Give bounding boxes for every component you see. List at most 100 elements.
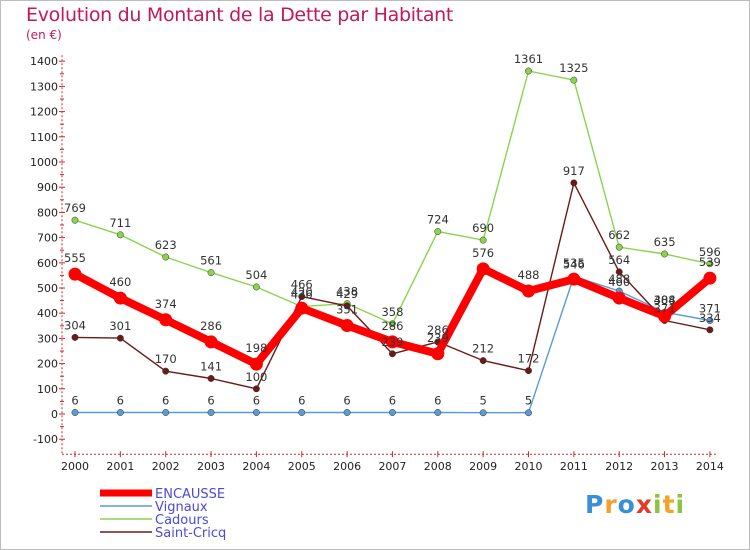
data-label: 172 [518, 352, 540, 366]
x-tick-label: 2011 [560, 460, 588, 473]
data-label: 404 [654, 293, 676, 307]
data-label: 5 [479, 394, 486, 408]
data-label: 420 [291, 285, 313, 299]
unit-label: (en €) [26, 28, 62, 42]
x-tick-label: 2006 [333, 460, 361, 473]
data-label: 301 [109, 319, 131, 333]
x-tick-label: 2013 [651, 460, 679, 473]
data-point [389, 320, 396, 328]
logo-letter: P [585, 490, 605, 519]
data-label: 100 [245, 370, 267, 384]
y-tick-label: -100 [33, 433, 58, 446]
data-point [703, 271, 717, 285]
data-point [525, 67, 532, 75]
data-label: 546 [563, 257, 585, 271]
data-label: 488 [518, 268, 540, 282]
data-point [113, 291, 127, 305]
data-point [71, 333, 79, 341]
data-label: 304 [64, 318, 86, 332]
y-tick-label: 600 [37, 257, 58, 270]
logo-letter: o [617, 490, 636, 519]
data-point [525, 367, 532, 375]
data-label: 6 [389, 393, 396, 407]
data-point [479, 357, 487, 365]
data-point [116, 334, 124, 342]
x-tick-label: 2008 [424, 460, 452, 473]
data-point [434, 409, 442, 416]
data-point [71, 216, 79, 224]
data-label: 6 [343, 393, 350, 407]
data-label: 535 [563, 256, 585, 270]
data-label: 426 [291, 288, 313, 302]
data-label: 6 [253, 393, 260, 407]
data-label: 388 [654, 293, 676, 307]
data-label: 460 [109, 275, 131, 289]
data-point [207, 269, 215, 277]
data-point [207, 409, 215, 416]
x-tick-label: 2014 [696, 460, 724, 473]
data-point [706, 260, 714, 268]
data-label: 141 [200, 359, 222, 373]
data-point [479, 409, 487, 417]
logo-letter: t [662, 490, 676, 519]
y-tick-label: 500 [37, 282, 58, 295]
data-label: 6 [434, 393, 441, 407]
data-point [612, 291, 626, 305]
data-label: 690 [472, 221, 494, 235]
data-label: 555 [64, 251, 86, 265]
logo-letter: i [653, 490, 663, 519]
y-tick-label: 400 [37, 307, 58, 320]
data-point [570, 179, 578, 187]
data-label: 466 [291, 278, 313, 292]
chart-title: Evolution du Montant de la Dette par Hab… [26, 4, 454, 26]
data-point [298, 409, 306, 416]
data-label: 576 [472, 246, 494, 260]
data-point [207, 375, 215, 382]
data-point [570, 76, 578, 84]
data-point [162, 253, 170, 261]
x-tick-label: 2010 [515, 460, 543, 473]
data-label: 5 [525, 394, 532, 408]
data-point [706, 326, 714, 334]
x-tick-label: 2002 [152, 460, 180, 473]
data-point [615, 268, 623, 276]
x-tick-label: 2003 [197, 460, 225, 473]
data-label: 286 [427, 323, 449, 337]
x-tick-label: 2005 [288, 460, 316, 473]
data-point [479, 236, 487, 244]
x-tick-label: 2004 [242, 460, 270, 473]
y-tick-label: 700 [37, 232, 58, 245]
data-point [567, 272, 581, 286]
series-layer [68, 67, 717, 417]
data-label: 286 [381, 319, 403, 333]
logo-letter: r [604, 490, 618, 519]
data-label: 239 [381, 335, 403, 349]
legend-label: ENCAUSSE [155, 487, 225, 502]
data-point [295, 301, 309, 315]
data-label: 371 [699, 302, 721, 316]
data-point [615, 243, 623, 251]
data-point [116, 409, 124, 416]
x-tick-label: 2009 [469, 460, 497, 473]
y-tick-label: 800 [37, 206, 58, 219]
data-label: 662 [608, 228, 630, 242]
data-label: 635 [654, 235, 676, 249]
data-label: 170 [155, 352, 177, 366]
y-tick-label: 1400 [30, 55, 58, 68]
y-tick-label: 0 [51, 408, 58, 421]
data-label: 371 [654, 302, 676, 316]
logo-letter: i [675, 490, 686, 519]
data-point [159, 313, 173, 327]
data-label: 6 [71, 393, 78, 407]
axes: -100 0 100 200 300 400 500 600 700 800 900 1000 1100… [30, 55, 724, 473]
data-point [661, 250, 668, 258]
data-label: 539 [699, 255, 721, 269]
data-label: 596 [699, 245, 721, 259]
data-point [385, 335, 399, 349]
data-point [116, 231, 124, 239]
data-labels: 6 6 6 6 6 6 6 6 6 5 554648840437176971162356150442… [64, 52, 721, 408]
data-point [658, 309, 672, 323]
